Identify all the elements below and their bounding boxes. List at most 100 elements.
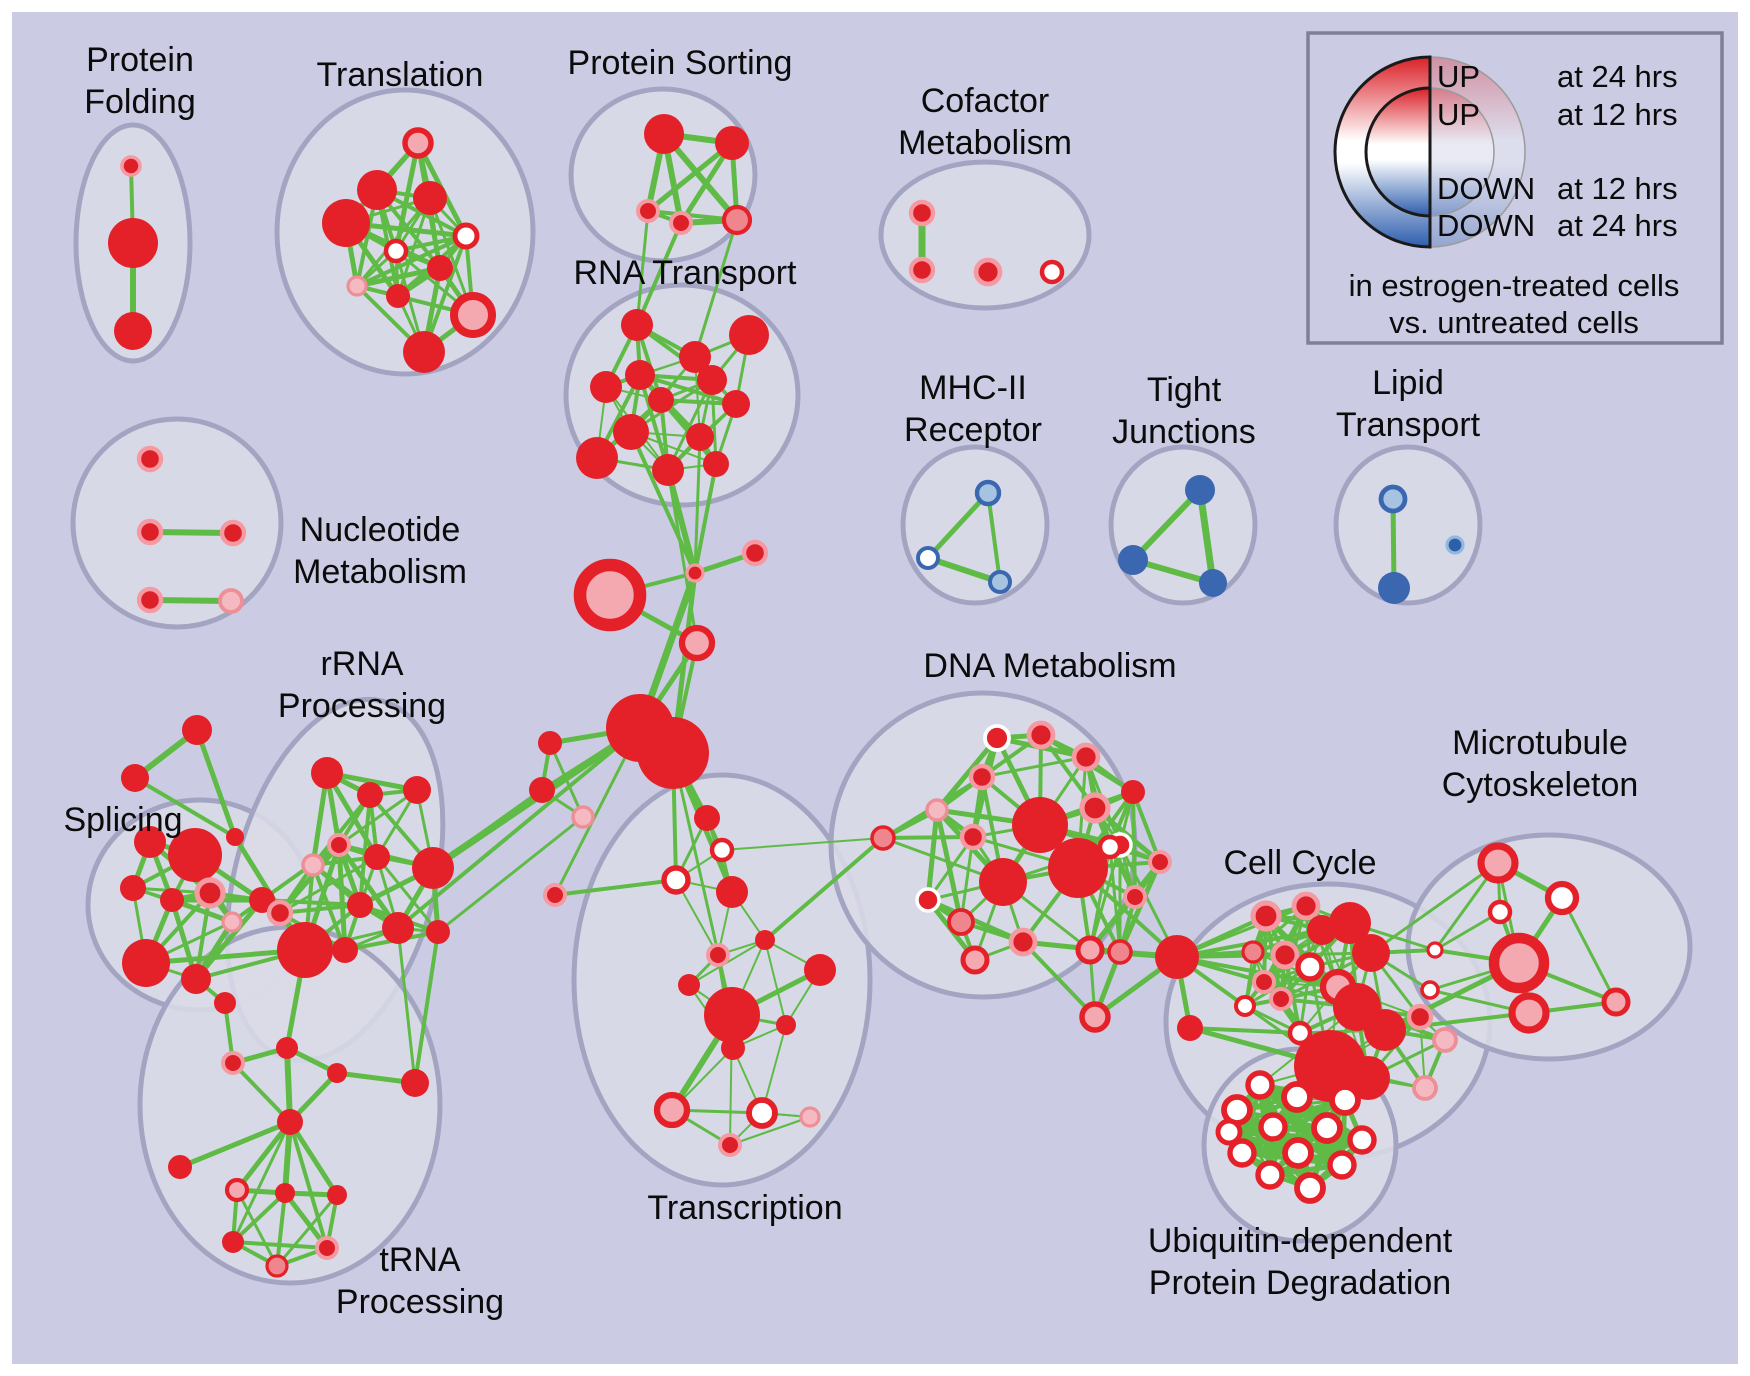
node-ubiquitin-degradation-12: [1215, 1118, 1243, 1146]
node-translation-5: [383, 238, 409, 264]
cluster-label-ubiquitin-degradation: Protein Degradation: [1149, 1264, 1451, 1302]
node-transcription-9: [704, 987, 760, 1043]
node-translation-9: [450, 292, 496, 338]
legend-direction-1: UP: [1437, 97, 1480, 132]
node-cofactor-metabolism-0: [908, 199, 936, 227]
cluster-ellipse-nucleotide-metabolism: [70, 416, 284, 630]
node-translation-7: [346, 275, 368, 297]
node-microtubule-cytoskeleton-1: [1544, 880, 1580, 916]
node-connectors-0: [182, 715, 212, 745]
node-dna-metabolism-0: [983, 724, 1011, 752]
node-dna-metabolism-7: [1048, 838, 1108, 898]
node-trna-processing-1: [221, 1051, 245, 1075]
node-lipid-transport-0: [1378, 484, 1408, 514]
cluster-label-protein-folding: Folding: [84, 83, 196, 121]
node-nucleotide-metabolism-0: [136, 445, 164, 473]
nodes-layer: [108, 114, 1631, 1278]
node-transcription-11: [721, 1036, 745, 1060]
node-dna-metabolism-3: [925, 798, 949, 822]
node-connectors-5: [741, 539, 769, 567]
node-trna-processing-6: [168, 1155, 192, 1179]
edge-trna-processing: [235, 1188, 279, 1268]
cluster-label-protein-folding: Protein: [86, 41, 194, 79]
node-tight-junctions-0: [1185, 475, 1215, 505]
edge-ubiquitin-degradation: [1226, 1097, 1348, 1135]
node-dna-metabolism-18: [1107, 939, 1133, 965]
edge-link: [1383, 1011, 1531, 1032]
node-nucleotide-metabolism-4: [218, 588, 244, 614]
cluster-label-lipid-transport: Transport: [1336, 406, 1481, 444]
node-rna-transport-5: [590, 371, 622, 403]
edge-link: [431, 788, 544, 870]
node-dna-metabolism-21: [960, 945, 990, 975]
node-mhc-ii-receptor-1: [916, 546, 940, 570]
cluster-ellipse-mhc-ii-receptor: [900, 444, 1050, 606]
edge-link: [1369, 861, 1500, 955]
node-rrna-processing-1: [357, 782, 383, 808]
cluster-ellipse-lipid-transport: [1333, 444, 1483, 606]
edge-link: [635, 209, 650, 327]
node-trna-processing-12: [265, 1254, 289, 1278]
node-cell-cycle-19: [1412, 1075, 1438, 1101]
node-transcription-0: [694, 805, 720, 831]
node-protein-sorting-3: [669, 211, 693, 235]
node-protein-folding-2: [114, 312, 152, 350]
node-rna-transport-0: [621, 309, 653, 341]
node-ubiquitin-degradation-3: [1329, 1084, 1361, 1116]
node-rna-transport-11: [652, 454, 684, 486]
edge-tight-junctions: [1196, 486, 1217, 587]
legend-time-0: at 24 hrs: [1557, 59, 1678, 94]
legend-time-3: at 24 hrs: [1557, 208, 1678, 243]
edge-microtubule-cytoskeleton: [1560, 896, 1618, 1004]
node-cofactor-metabolism-2: [973, 257, 1003, 287]
node-translation-2: [413, 181, 447, 215]
edge-dna-metabolism: [1131, 790, 1162, 864]
node-nucleotide-metabolism-2: [219, 519, 247, 547]
node-cell-cycle-15: [1364, 1009, 1406, 1051]
node-trna-processing-8: [275, 1183, 295, 1203]
node-rrna-processing-7: [347, 892, 373, 918]
node-transcription-3: [543, 883, 567, 907]
edge-connectors: [194, 727, 238, 840]
node-dna-metabolism-20: [1008, 927, 1038, 957]
node-dna-metabolism-8: [979, 858, 1027, 906]
edge-nucleotide-metabolism: [147, 597, 234, 604]
node-splicing-1: [168, 828, 222, 882]
node-protein-sorting-1: [715, 126, 749, 160]
node-protein-folding-0: [120, 155, 142, 177]
cluster-label-rrna-processing: Processing: [278, 687, 446, 725]
node-microtubule-cytoskeleton-2: [1487, 899, 1513, 925]
edge-translation: [354, 265, 443, 289]
node-cell-cycle-16: [1346, 1056, 1390, 1100]
cluster-label-nucleotide-metabolism: Nucleotide: [300, 511, 461, 549]
node-splicing-8: [249, 887, 275, 913]
cluster-label-nucleotide-metabolism: Metabolism: [293, 553, 467, 591]
node-translation-10: [403, 331, 445, 373]
node-transcription-7: [678, 974, 700, 996]
legend-gradient-circle: [1364, 86, 1432, 218]
edge-trna-processing: [234, 1119, 293, 1193]
legend-time-1: at 12 hrs: [1557, 97, 1678, 132]
edge-link: [260, 843, 341, 902]
cluster-label-tight-junctions: Tight: [1147, 371, 1222, 409]
node-ubiquitin-degradation-6: [1347, 1125, 1377, 1155]
edge-rna-transport: [638, 373, 670, 472]
node-rna-transport-12: [703, 451, 729, 477]
node-rrna-processing-4: [301, 853, 325, 877]
node-transcription-4: [716, 876, 748, 908]
edge-trna-processing: [231, 1191, 287, 1244]
node-connectors-1: [121, 764, 149, 792]
edge-mhc-ii-receptor: [925, 490, 991, 561]
node-microtubule-cytoskeleton-6: [1508, 992, 1550, 1034]
edge-link: [396, 926, 417, 1085]
cluster-label-dna-metabolism: DNA Metabolism: [923, 647, 1176, 685]
edge-trna-processing: [287, 1119, 340, 1198]
node-ubiquitin-degradation-4: [1258, 1112, 1288, 1142]
node-nucleotide-metabolism-1: [136, 518, 164, 546]
node-trna-processing-5: [277, 1109, 303, 1135]
cluster-label-mhc-ii-receptor: MHC-II: [919, 369, 1027, 407]
node-cell-cycle-10: [1233, 994, 1257, 1018]
node-cell-cycle-5: [1241, 940, 1265, 964]
edge-protein-sorting: [645, 140, 735, 214]
edge-rrna-processing: [311, 793, 372, 867]
